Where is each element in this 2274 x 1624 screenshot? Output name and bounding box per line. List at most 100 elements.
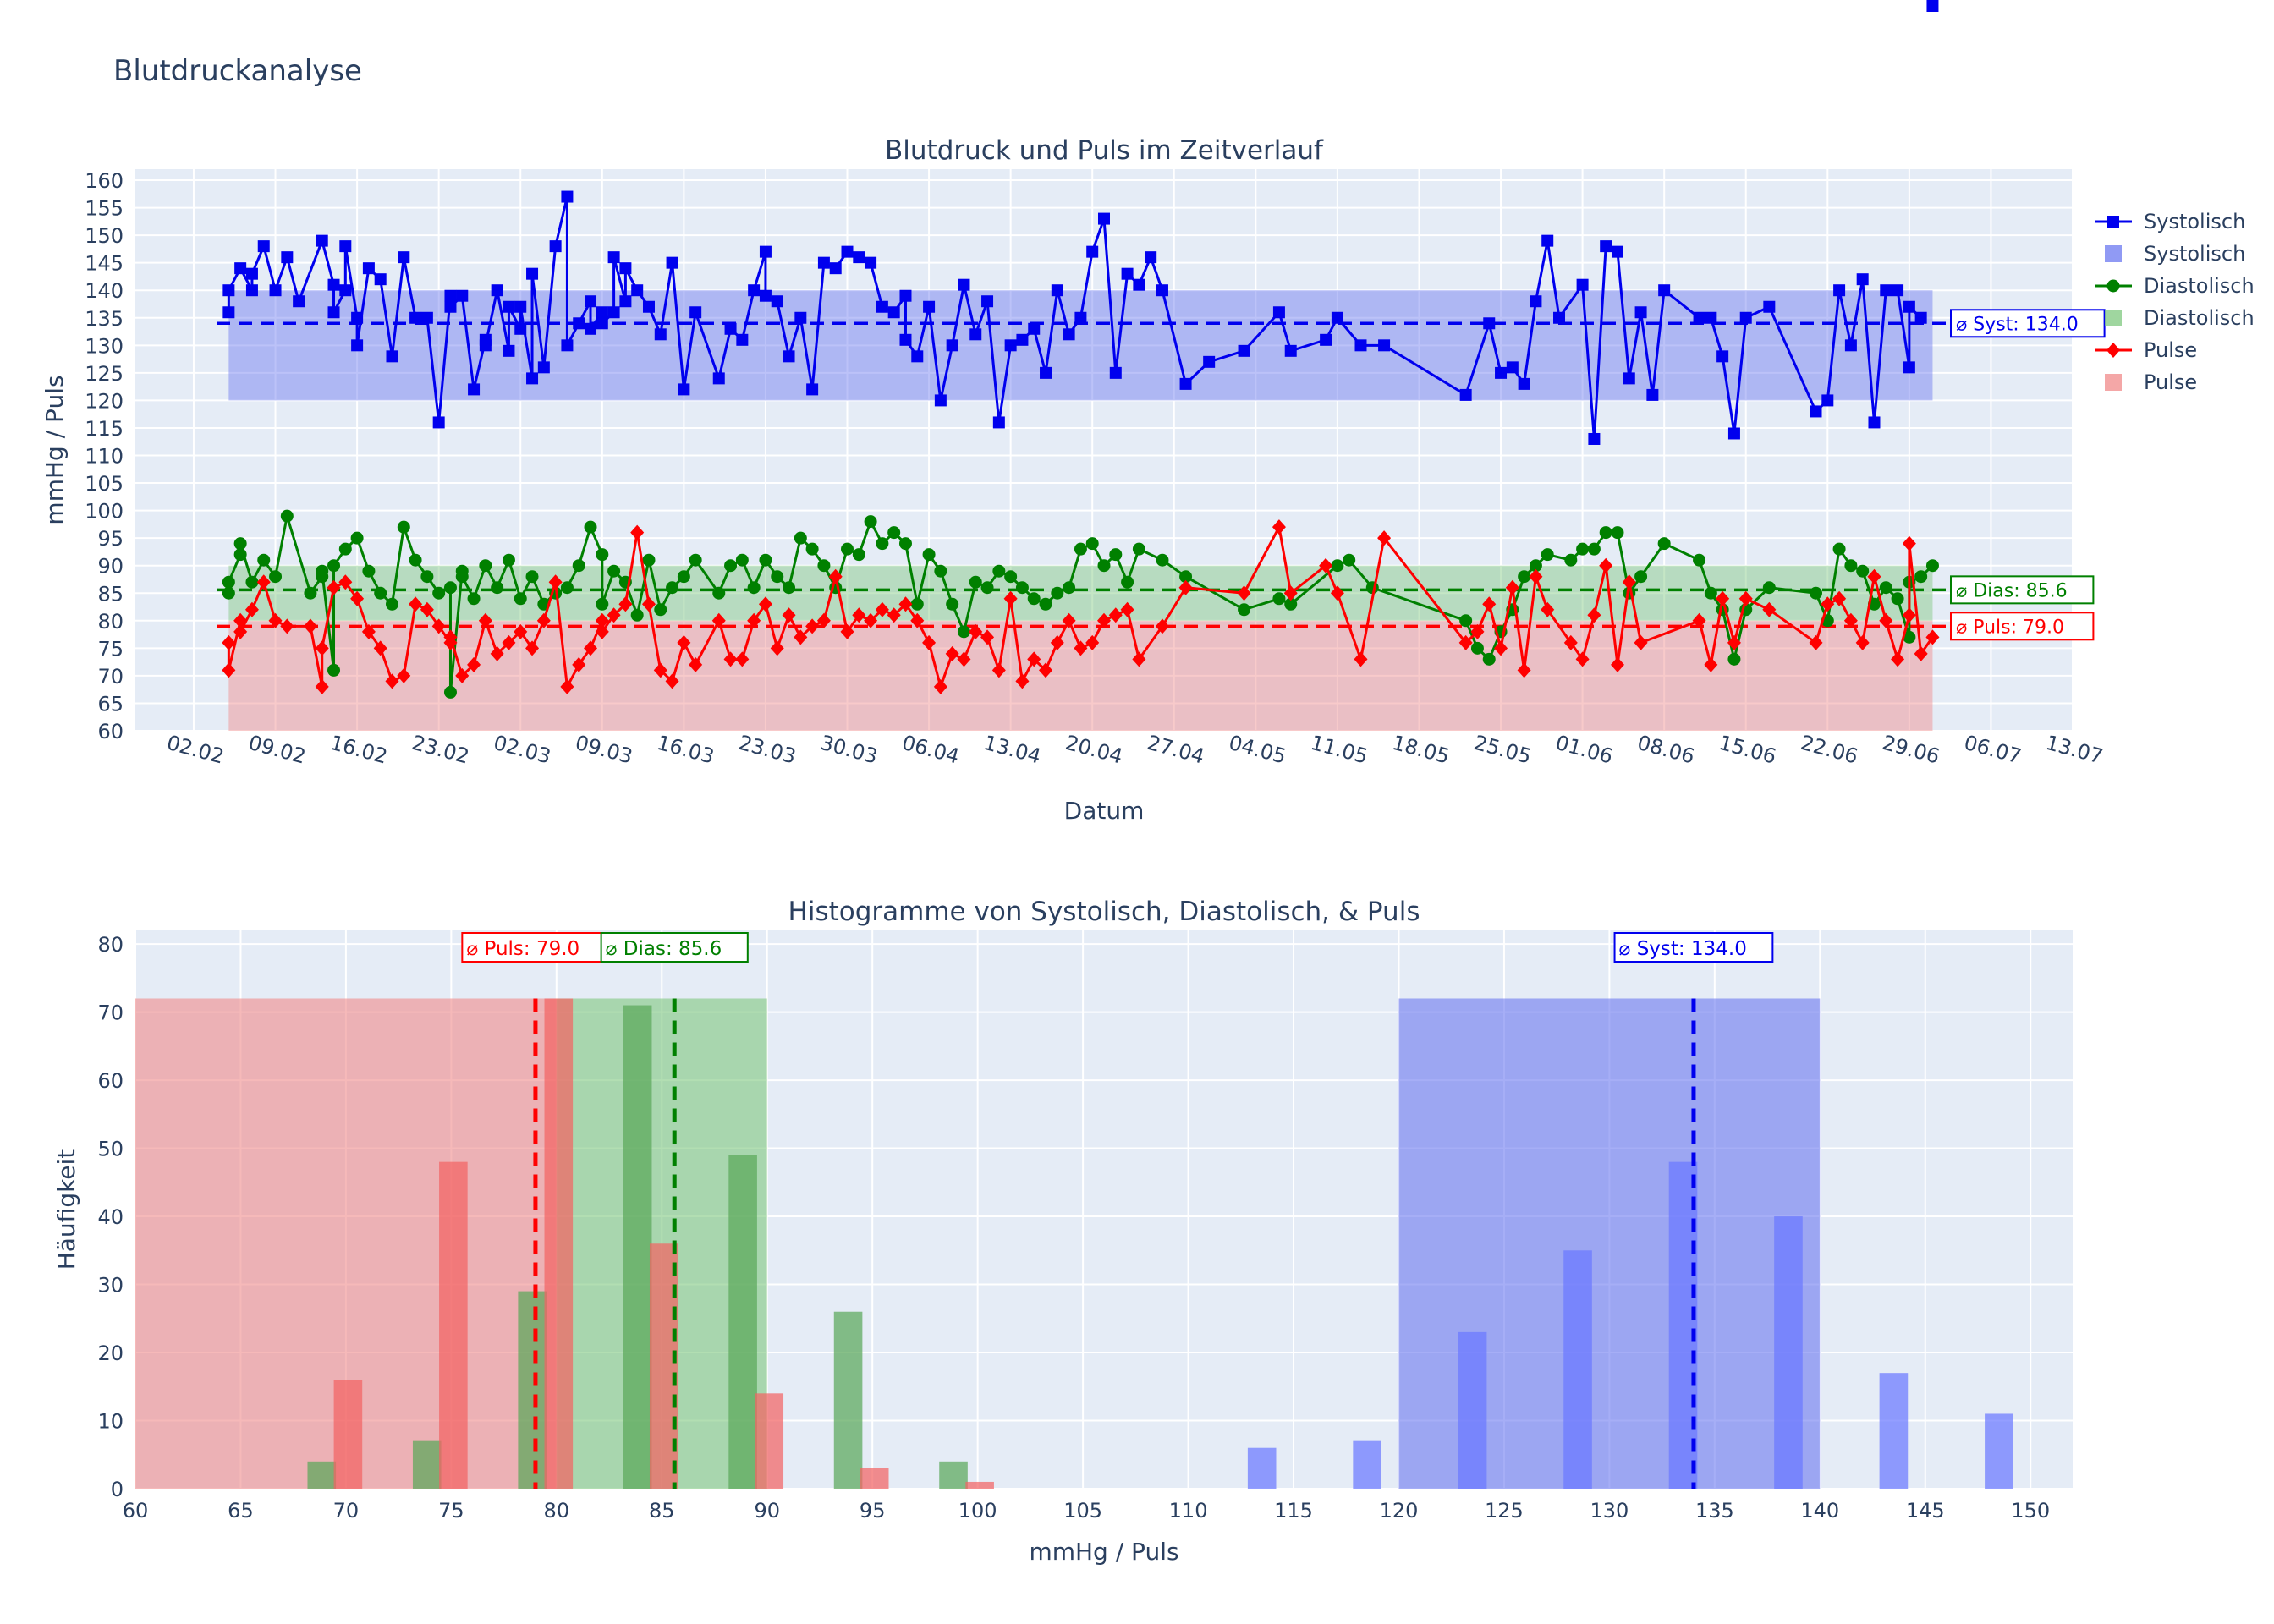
timeline-point-systolisch <box>1541 234 1554 247</box>
timeline-point-diastolisch <box>514 592 527 606</box>
timeline-point-systolisch <box>865 256 877 269</box>
timeline-point-systolisch <box>1880 284 1892 297</box>
timeline-point-diastolisch <box>1693 553 1706 567</box>
timeline-y-tick-label: 150 <box>85 224 124 248</box>
timeline-point-pulse <box>1541 601 1555 617</box>
timeline-point-pulse <box>887 607 901 623</box>
timeline-point-pulse <box>1867 568 1881 584</box>
histogram-bar-systolisch <box>1353 1440 1381 1489</box>
timeline-point-systolisch <box>1821 394 1834 407</box>
timeline-point-systolisch <box>293 295 305 308</box>
timeline-point-pulse <box>770 640 784 656</box>
histogram-mean-label-box-systolisch <box>1613 932 1774 963</box>
histogram-y-tick-label: 10 <box>97 1410 124 1434</box>
timeline-point-pulse <box>735 651 750 667</box>
timeline-point-pulse <box>350 590 365 606</box>
timeline-point-diastolisch <box>584 520 597 534</box>
timeline-point-diastolisch <box>735 553 749 567</box>
timeline-point-systolisch <box>724 322 737 335</box>
timeline-point-systolisch <box>666 256 678 269</box>
timeline-point-systolisch <box>1600 240 1612 253</box>
histogram-x-tick-label: 100 <box>958 1499 997 1522</box>
timeline-point-systolisch <box>853 251 865 264</box>
timeline-point-systolisch <box>281 251 294 264</box>
timeline-point-systolisch <box>1914 311 1927 324</box>
timeline-point-pulse <box>233 612 248 628</box>
timeline-point-diastolisch <box>1810 586 1823 600</box>
legend-label-diastolisch: Diastolisch <box>2144 274 2255 298</box>
timeline-point-diastolisch <box>910 597 924 611</box>
histogram-y-tick-label: 80 <box>97 933 124 957</box>
timeline-point-systolisch <box>1179 377 1192 390</box>
timeline-point-pulse <box>1074 640 1088 656</box>
timeline-point-diastolisch <box>771 570 784 584</box>
timeline-point-pulse <box>1283 585 1298 601</box>
timeline-point-diastolisch <box>443 685 457 699</box>
timeline-point-pulse <box>910 612 925 628</box>
timeline-point-diastolisch <box>1272 592 1286 606</box>
timeline-point-systolisch <box>1576 278 1589 291</box>
timeline-point-pulse <box>1482 596 1497 612</box>
timeline-point-pulse <box>373 640 387 656</box>
timeline-point-pulse <box>1891 651 1905 667</box>
timeline-y-tick-label: 85 <box>97 582 124 606</box>
timeline-point-diastolisch <box>316 564 329 578</box>
timeline-point-systolisch <box>316 234 328 247</box>
timeline-point-diastolisch <box>1914 570 1928 584</box>
timeline-point-pulse <box>607 607 621 623</box>
timeline-point-pulse <box>431 618 446 634</box>
timeline-point-pulse <box>595 612 609 628</box>
timeline-point-pulse <box>478 612 492 628</box>
histogram-y-tick-label: 60 <box>97 1069 124 1093</box>
timeline-point-pulse <box>1879 612 1893 628</box>
timeline-point-diastolisch <box>1121 575 1134 589</box>
timeline-point-diastolisch <box>1576 542 1590 556</box>
histogram-bar-pulse <box>649 1243 678 1489</box>
timeline-point-systolisch <box>841 245 854 258</box>
timeline-point-pulse <box>828 568 843 584</box>
timeline-point-systolisch <box>771 295 783 308</box>
timeline-point-systolisch <box>1483 317 1496 330</box>
timeline-point-pulse <box>933 678 948 694</box>
timeline-point-systolisch <box>573 317 585 330</box>
timeline-point-pulse <box>689 656 703 672</box>
timeline-point-diastolisch <box>1063 581 1076 595</box>
histogram-mean-label-pulse: ⌀ Puls: 79.0 <box>466 938 579 960</box>
timeline-point-diastolisch <box>1015 581 1029 595</box>
timeline-point-systolisch <box>1739 311 1752 324</box>
histogram-mean-label-diastolisch: ⌀ Dias: 85.6 <box>606 938 722 960</box>
timeline-point-systolisch <box>1074 311 1087 324</box>
timeline-mean-label-box-pulse <box>1950 612 2095 641</box>
timeline-point-systolisch <box>969 328 982 341</box>
timeline-point-systolisch <box>619 295 632 308</box>
timeline-point-diastolisch <box>1925 559 1939 573</box>
timeline-point-systolisch <box>526 372 539 385</box>
timeline-point-diastolisch <box>560 581 574 595</box>
histogram-x-axis-title: mmHg / Puls <box>1029 1538 1178 1566</box>
histogram-bars <box>307 998 2013 1489</box>
timeline-point-diastolisch <box>992 564 1006 578</box>
timeline-point-systolisch <box>1004 339 1017 352</box>
timeline-point-pulse <box>945 645 959 661</box>
timeline-point-pulse <box>1050 634 1064 650</box>
timeline-y-tick-label: 95 <box>97 527 124 551</box>
timeline-point-pulse <box>1902 607 1916 623</box>
timeline-point-pulse <box>385 673 399 689</box>
timeline-y-tick-label: 100 <box>85 500 124 524</box>
timeline-point-systolisch <box>1156 284 1168 297</box>
timeline-point-systolisch <box>678 383 690 396</box>
timeline-point-pulse <box>957 651 971 667</box>
timeline-point-pulse <box>1914 645 1928 661</box>
timeline-x-tick-label: 30.03 <box>818 731 881 769</box>
timeline-y-tick-label: 145 <box>85 252 124 276</box>
histogram-x-ticks: 60 65 70 75 80 85 90 95 100 105 110 115 120 125 130 135… <box>123 1499 2050 1522</box>
timeline-point-pulse <box>1458 634 1473 650</box>
timeline-point-diastolisch <box>689 553 702 567</box>
timeline-point-systolisch <box>736 333 749 346</box>
histogram-bar-pulse <box>965 1481 994 1489</box>
legend-marker-systolisch <box>2107 216 2119 228</box>
timeline-point-diastolisch <box>1704 586 1717 600</box>
timeline-point-systolisch <box>654 328 667 341</box>
timeline-point-pulse <box>852 607 866 623</box>
timeline-y-tick-label: 110 <box>85 445 124 469</box>
